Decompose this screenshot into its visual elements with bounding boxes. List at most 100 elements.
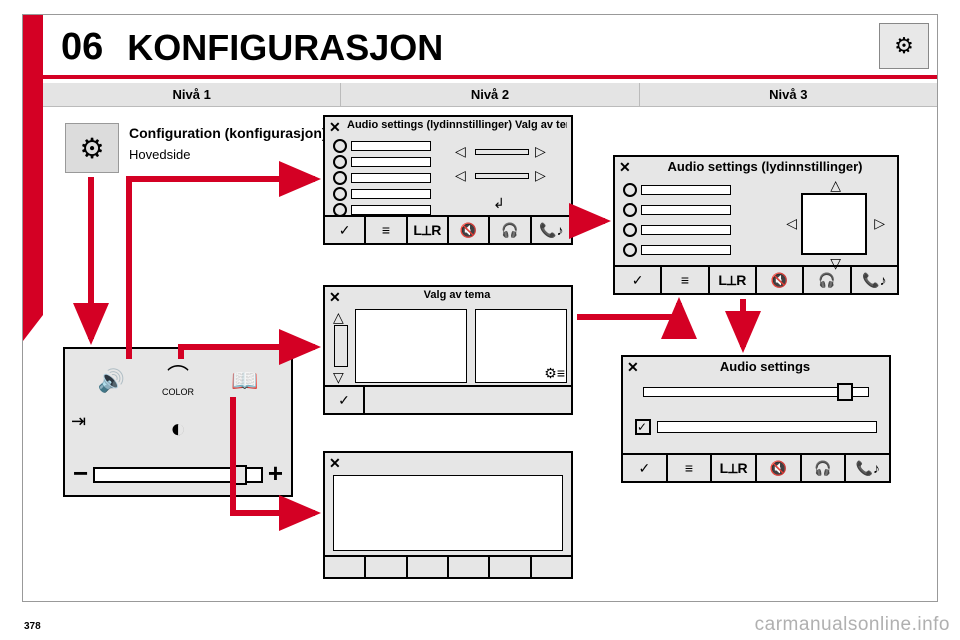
option-bar: [641, 225, 731, 235]
confirm-button[interactable]: ✓: [325, 387, 365, 413]
radio-option[interactable]: [623, 183, 637, 197]
option-bar: [351, 173, 431, 183]
level-1-header: Nivå 1: [43, 83, 341, 106]
page-number: 378: [24, 621, 41, 632]
close-icon[interactable]: ✕: [627, 359, 639, 376]
value-bar: [475, 149, 529, 155]
checkbox[interactable]: ✓: [635, 419, 651, 435]
panel-toolbar: ✓: [325, 385, 571, 413]
pad-right-icon[interactable]: ▷: [874, 215, 885, 232]
option-bar: [641, 185, 731, 195]
audio-settings-theme-panel: ✕ Audio settings (lydinnstillinger) Valg…: [323, 115, 573, 245]
diagram-canvas: ⚙ Configuration (konfigurasjon) Hovedsid…: [43, 107, 937, 601]
balance-lr-icon[interactable]: L⟂R: [710, 267, 757, 293]
scroll-down-icon[interactable]: ▽: [333, 369, 344, 386]
checkbox-bar: [657, 421, 877, 433]
option-bar: [351, 141, 431, 151]
speaker-mute-icon[interactable]: 🔇: [757, 455, 802, 481]
theme-preview-box: [355, 309, 467, 383]
value-bar: [475, 173, 529, 179]
panel-title: Valg av tema: [347, 289, 567, 307]
headphones-icon[interactable]: 🎧: [804, 267, 851, 293]
gear-icon: ⚙: [894, 33, 914, 59]
radio-option[interactable]: [623, 243, 637, 257]
scroll-up-icon[interactable]: △: [333, 309, 344, 326]
slider-track[interactable]: [643, 387, 869, 397]
level-3-header: Nivå 3: [640, 83, 937, 106]
balance-lr-icon[interactable]: L⟂R: [408, 217, 449, 243]
slider-thumb[interactable]: [837, 383, 853, 401]
content-area: [333, 475, 563, 551]
return-icon[interactable]: ↲: [493, 195, 505, 212]
radio-option[interactable]: [333, 187, 347, 201]
tab[interactable]: [449, 557, 490, 577]
level-header-row: Nivå 1 Nivå 2 Nivå 3: [43, 83, 937, 107]
phone-music-icon[interactable]: 📞♪: [846, 455, 889, 481]
decrease-icon[interactable]: ◁: [455, 167, 466, 184]
chapter-title: KONFIGURASJON: [127, 27, 443, 69]
contrast-icon[interactable]: ◐: [65, 413, 291, 444]
radio-option[interactable]: [333, 171, 347, 185]
radio-option[interactable]: [333, 139, 347, 153]
info-book-icon[interactable]: 📖: [231, 368, 258, 394]
configuration-title: Configuration (konfigurasjon): [129, 125, 327, 141]
panel-title: Audio settings (lydinnstillinger): [637, 159, 893, 177]
sliders-icon[interactable]: ≡: [366, 217, 407, 243]
configuration-subtitle: Hovedside: [129, 147, 190, 162]
option-bar: [641, 205, 731, 215]
settings-stack-icon[interactable]: ⚙≡: [544, 365, 565, 382]
close-icon[interactable]: ✕: [329, 289, 341, 306]
increase-icon[interactable]: ▷: [535, 143, 546, 160]
tab[interactable]: [366, 557, 407, 577]
page-header: 06 KONFIGURASJON ⚙: [43, 15, 937, 79]
confirm-button[interactable]: ✓: [615, 267, 662, 293]
manual-page: 06 KONFIGURASJON ⚙ Nivå 1 Nivå 2 Nivå 3 …: [22, 14, 938, 602]
option-bar: [351, 189, 431, 199]
panel-toolbar: ✓ ≡ L⟂R 🔇 🎧 📞♪: [615, 265, 897, 293]
theme-select-panel: ✕ Valg av tema △ ▽ ⚙≡ ✓: [323, 285, 573, 415]
decrease-icon[interactable]: ◁: [455, 143, 466, 160]
option-bar: [351, 157, 431, 167]
panel-tabs: [325, 555, 571, 577]
volume-knob[interactable]: [233, 465, 247, 485]
balance-pad[interactable]: [801, 193, 867, 255]
close-icon[interactable]: ✕: [329, 119, 341, 136]
color-label: COLOR: [162, 388, 194, 397]
confirm-button[interactable]: ✓: [325, 217, 366, 243]
sliders-icon[interactable]: ≡: [668, 455, 713, 481]
close-icon[interactable]: ✕: [329, 455, 341, 472]
gear-icon: ⚙: [79, 132, 104, 165]
balance-lr-icon[interactable]: L⟂R: [712, 455, 757, 481]
color-theme-icon[interactable]: ⌒ COLOR: [162, 366, 194, 397]
speaker-icon[interactable]: 🔊: [98, 368, 125, 394]
radio-option[interactable]: [623, 203, 637, 217]
increase-icon[interactable]: ▷: [535, 167, 546, 184]
panel-toolbar: ✓ ≡ L⟂R 🔇 🎧 📞♪: [623, 453, 889, 481]
radio-option[interactable]: [623, 223, 637, 237]
headphones-icon[interactable]: 🎧: [802, 455, 847, 481]
speaker-mute-icon[interactable]: 🔇: [449, 217, 490, 243]
tab[interactable]: [490, 557, 531, 577]
volume-minus[interactable]: −: [73, 458, 88, 489]
scrollbar-track[interactable]: [334, 325, 348, 367]
radio-option[interactable]: [333, 155, 347, 169]
close-icon[interactable]: ✕: [619, 159, 631, 176]
configuration-chip: ⚙: [65, 123, 119, 173]
phone-music-icon[interactable]: 📞♪: [532, 217, 571, 243]
level-2-header: Nivå 2: [341, 83, 639, 106]
blank-tabbed-panel: ✕: [323, 451, 573, 579]
tab[interactable]: [532, 557, 571, 577]
headphones-icon[interactable]: 🎧: [490, 217, 531, 243]
confirm-button[interactable]: ✓: [623, 455, 668, 481]
sliders-icon[interactable]: ≡: [662, 267, 709, 293]
check-icon: ✓: [637, 420, 647, 434]
tab[interactable]: [408, 557, 449, 577]
panel-title: Audio settings: [645, 359, 885, 377]
pad-left-icon[interactable]: ◁: [786, 215, 797, 232]
pad-up-icon[interactable]: △: [830, 177, 841, 194]
red-corner-tab: [23, 15, 43, 315]
phone-music-icon[interactable]: 📞♪: [852, 267, 897, 293]
speaker-mute-icon[interactable]: 🔇: [757, 267, 804, 293]
volume-plus[interactable]: +: [268, 458, 283, 489]
tab[interactable]: [325, 557, 366, 577]
